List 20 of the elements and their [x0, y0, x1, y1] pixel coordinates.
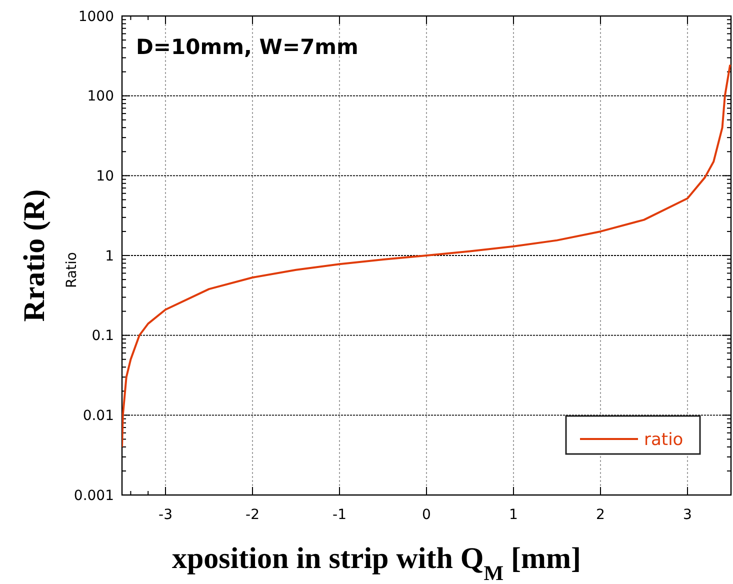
- y-tick-label: 100: [87, 88, 114, 105]
- legend-label: ratio: [644, 430, 684, 450]
- y-tick-label: 0.001: [74, 488, 114, 504]
- y-tick-label: 1000: [78, 8, 114, 25]
- x-tick-label: -1: [332, 507, 346, 523]
- x-tick-label: 2: [596, 507, 605, 523]
- text: Ratio: [64, 252, 80, 288]
- line-series: [122, 64, 732, 448]
- y-tick-label: 1: [105, 248, 114, 264]
- y-axis-title: Rratio (R): [18, 189, 51, 322]
- x-tick-label: -2: [246, 507, 260, 523]
- y-tick-label: 0.01: [82, 408, 114, 424]
- y-tick-label: 0.1: [92, 328, 114, 344]
- annotation: D=10mm, W=7mm: [136, 35, 358, 59]
- x-tick-label: 3: [683, 507, 692, 523]
- x-tick-label: 0: [422, 507, 431, 523]
- y-tick-label: 10: [96, 168, 114, 185]
- x-tick-label: -3: [158, 507, 172, 523]
- x-axis-title: xposition in strip with Q$_{M}$ [mm]: [172, 542, 582, 584]
- x-tick-label: 1: [509, 507, 518, 523]
